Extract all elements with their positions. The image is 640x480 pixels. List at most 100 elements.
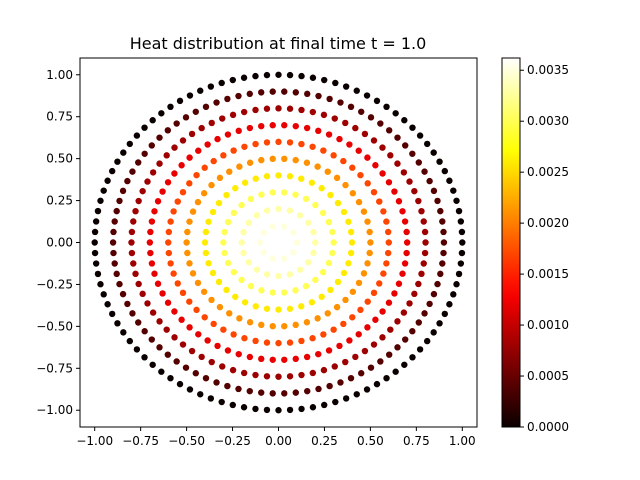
data-point [437,207,444,215]
data-point [126,337,134,345]
data-point [385,239,392,246]
x-tick-label: 0.25 [311,434,338,448]
data-point [383,218,390,225]
data-point [340,269,348,277]
colorbar-tick-label: 0.0030 [527,114,569,128]
data-point [364,180,371,187]
data-point [207,83,215,90]
data-point [349,190,357,197]
data-point [184,249,191,257]
data-point [364,154,371,161]
data-point [229,76,236,84]
data-point [310,228,317,236]
data-point [235,385,242,393]
data-point [337,379,344,386]
data-point [379,144,386,151]
data-point [440,249,447,257]
data-point [292,122,299,130]
data-point [310,249,317,257]
y-tick-label: 0.00 [46,236,73,250]
data-point [189,270,197,277]
data-point [263,271,271,278]
data-point [353,87,360,94]
data-point [158,368,165,375]
data-point [186,218,193,225]
data-point [151,270,158,277]
data-point [200,190,208,197]
data-point [192,108,199,115]
data-point [156,134,163,141]
data-point [298,72,305,80]
data-point [340,208,348,216]
data-point [167,103,174,111]
data-point [159,290,166,297]
data-point [246,159,254,166]
x-tick-label: −1.00 [76,434,113,448]
data-point [457,260,465,267]
data-point [379,334,386,341]
data-point [275,373,282,380]
data-point [91,249,99,257]
data-point [263,406,271,414]
data-point [97,281,104,288]
data-point [133,132,141,139]
data-point [440,228,447,236]
data-point [148,142,155,149]
data-point [197,391,204,398]
y-tick-label: −0.25 [36,277,73,291]
data-point [298,106,305,114]
data-point [383,103,390,111]
data-point [364,298,371,305]
data-point [406,300,413,307]
data-point [178,316,185,323]
data-point [186,386,194,393]
data-point [218,79,225,87]
data-point [330,239,337,246]
data-point [275,71,282,78]
data-point [286,406,294,414]
data-point [380,270,387,277]
data-point [94,207,102,215]
data-point [325,347,333,354]
data-point [209,269,217,277]
data-point [201,164,208,171]
data-point [186,298,193,305]
data-point [394,160,401,167]
data-point [415,319,422,326]
data-point [394,344,401,351]
data-point [421,310,428,317]
data-point [379,308,386,315]
y-tick-label: 0.75 [46,110,73,124]
data-point [154,280,162,287]
data-point [415,159,422,166]
data-point [241,299,249,306]
data-point [325,218,333,226]
data-point [164,179,172,186]
data-point [165,249,173,257]
data-point [156,160,163,167]
data-point [430,329,437,336]
data-point [224,95,231,103]
y-tick-label: −1.00 [36,403,73,417]
colorbar-tick-label: 0.0020 [527,216,569,230]
data-point [298,140,305,148]
data-point [430,149,437,156]
x-tick-label: 0.50 [357,434,384,448]
data-point [147,228,154,236]
data-point [235,92,242,100]
data-point [357,306,364,314]
data-point [409,328,416,335]
data-point [246,124,254,132]
data-point [286,305,294,312]
data-point [399,208,406,215]
data-point [258,89,265,96]
data-point [403,249,410,257]
data-point [220,326,227,333]
data-point [324,310,331,317]
data-point [171,170,178,177]
data-point [439,260,446,267]
data-point [286,339,294,346]
data-point [290,229,297,236]
data-point [247,195,255,203]
data-point [286,271,294,278]
